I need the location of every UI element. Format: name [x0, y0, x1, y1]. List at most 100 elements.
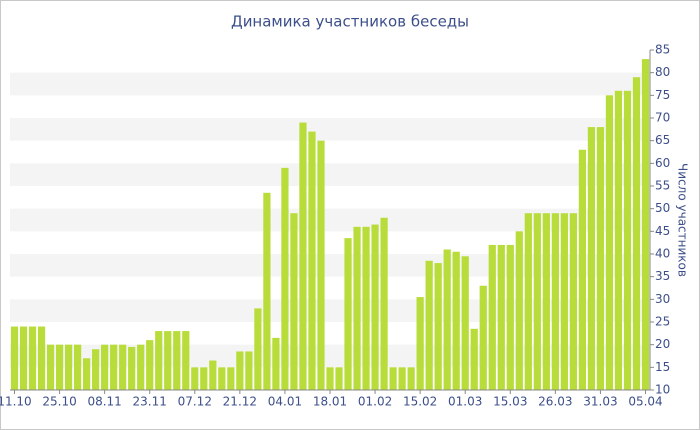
bar	[443, 249, 451, 390]
y-tick-label: 70	[655, 111, 670, 125]
bar	[146, 340, 154, 390]
x-tick-label: 01.03	[448, 395, 482, 409]
bar	[335, 367, 343, 390]
bar	[137, 344, 145, 390]
grid-band	[10, 163, 650, 186]
bar	[407, 367, 415, 390]
x-tick-label: 15.03	[493, 395, 527, 409]
y-axis-title: Число участников	[676, 163, 690, 277]
bar	[596, 127, 605, 391]
bar	[119, 344, 127, 390]
bar	[281, 167, 289, 390]
x-tick-label: 15.02	[403, 395, 437, 409]
y-tick-label: 65	[655, 133, 670, 147]
bar	[569, 213, 577, 390]
bar	[560, 213, 568, 390]
bar	[236, 351, 244, 390]
y-tick-label: 55	[655, 179, 670, 193]
bar	[632, 77, 641, 390]
bar	[578, 149, 586, 390]
bar	[254, 308, 262, 390]
bar	[542, 213, 550, 390]
bar	[452, 251, 460, 390]
x-tick-label: 05.04	[628, 395, 662, 409]
bar	[19, 326, 28, 390]
x-tick-label: 23.11	[133, 395, 167, 409]
bar	[37, 326, 46, 390]
bar	[263, 192, 271, 390]
bar	[182, 331, 190, 390]
x-tick-label: 11.10	[0, 395, 32, 409]
bar	[155, 331, 163, 390]
y-tick-label: 60	[655, 156, 670, 170]
bar	[524, 213, 532, 390]
grid-band	[10, 72, 650, 96]
bar	[128, 346, 136, 390]
bar	[55, 344, 64, 390]
y-tick-label: 75	[655, 88, 670, 102]
bar	[164, 331, 172, 390]
bar	[227, 367, 235, 390]
bar	[317, 140, 325, 390]
bar	[434, 263, 442, 390]
bar	[92, 349, 100, 390]
bar	[623, 90, 632, 391]
bar	[614, 90, 623, 391]
bar	[506, 244, 514, 390]
bar	[488, 244, 496, 390]
x-tick-label: 26.03	[538, 395, 572, 409]
chart-title: Динамика участников беседы	[231, 13, 469, 31]
bar	[245, 351, 253, 390]
y-tick-label: 35	[655, 269, 670, 283]
bar	[353, 226, 361, 390]
bar	[46, 344, 55, 390]
bar	[209, 360, 217, 390]
bar	[470, 328, 478, 390]
bar	[533, 213, 541, 390]
bar	[326, 367, 334, 390]
bar	[362, 226, 370, 390]
bar	[587, 127, 596, 391]
bar	[308, 131, 316, 390]
y-tick-label: 80	[655, 65, 670, 79]
bar	[101, 344, 109, 390]
bar	[272, 337, 280, 390]
bar	[218, 367, 226, 390]
bar	[461, 256, 469, 390]
y-tick-label: 40	[655, 247, 670, 261]
y-tick-label: 15	[655, 360, 670, 374]
bar	[74, 344, 82, 390]
x-tick-label: 04.01	[268, 395, 302, 409]
bar	[641, 59, 650, 391]
bar	[200, 367, 208, 390]
bar	[497, 244, 505, 390]
bar	[380, 217, 388, 390]
bar	[83, 358, 91, 390]
bar	[416, 297, 424, 390]
bar	[28, 326, 37, 390]
x-tick-label: 25.10	[42, 395, 76, 409]
y-tick-label: 85	[655, 43, 670, 57]
bar	[344, 238, 352, 390]
bar	[10, 326, 19, 390]
bar	[515, 231, 523, 390]
bar	[371, 224, 379, 390]
x-tick-label: 07.12	[178, 395, 212, 409]
bar	[191, 367, 199, 390]
bar	[398, 367, 406, 390]
y-tick-label: 50	[655, 201, 670, 215]
y-tick-label: 20	[655, 337, 670, 351]
grid-band	[10, 208, 650, 232]
bar	[425, 260, 433, 390]
x-tick-label: 21.12	[223, 395, 257, 409]
x-tick-label: 08.11	[87, 395, 121, 409]
x-tick-label: 18.01	[313, 395, 347, 409]
bar	[110, 344, 118, 390]
bar	[173, 331, 181, 390]
y-tick-label: 25	[655, 315, 670, 329]
y-tick-label: 45	[655, 224, 670, 238]
bar	[299, 122, 307, 391]
y-tick-label: 30	[655, 292, 670, 306]
x-tick-label: 31.03	[583, 395, 617, 409]
